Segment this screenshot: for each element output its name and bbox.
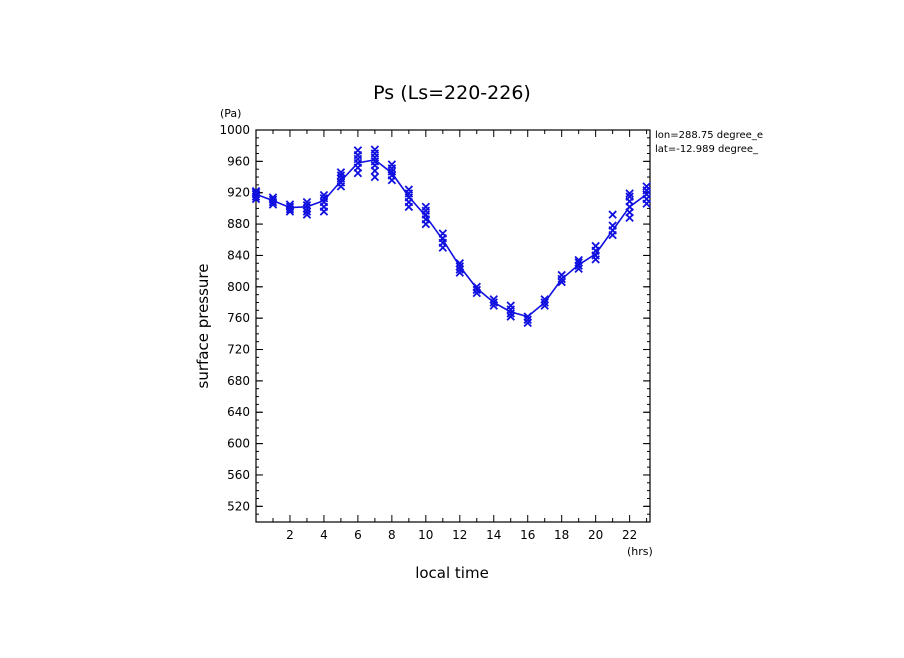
series-line [255, 158, 648, 318]
axes: 520 560 600 640 680 720 760 800 840 880 920 960 1000… [219, 123, 651, 542]
data-point-marker [438, 229, 448, 238]
data-point-marker [523, 315, 532, 324]
y-tick-label: 800 [227, 280, 250, 294]
data-point-marker [557, 277, 566, 287]
data-point-marker [285, 202, 295, 212]
data-point-marker [540, 298, 549, 307]
x-tick-label: 14 [486, 528, 501, 542]
data-point-marker [353, 146, 363, 155]
data-point-marker [574, 255, 583, 265]
data-point-marker [540, 301, 549, 310]
x-tick-label: 4 [320, 528, 328, 542]
data-point-marker [489, 298, 498, 307]
data-point-marker [608, 210, 617, 219]
data-point-marker [455, 262, 465, 271]
data-point-marker [489, 295, 498, 304]
data-point-marker [642, 182, 651, 191]
data-point-marker [625, 189, 634, 198]
data-point-marker [370, 172, 380, 182]
data-point-marker [268, 195, 278, 205]
data-point-marker [387, 167, 397, 176]
data-point-marker [251, 188, 261, 197]
x-tick-label: 18 [554, 528, 569, 542]
data-point-marker [319, 190, 329, 200]
y-tick-label: 560 [227, 468, 250, 482]
data-point-marker [455, 268, 465, 277]
data-point-marker [251, 186, 261, 196]
y-tick-label: 600 [227, 437, 250, 451]
data-point-marker [455, 259, 465, 268]
y-tick-label: 880 [227, 217, 250, 231]
annotation-lon: lon=288.75 degree_e [655, 130, 763, 141]
data-layer [251, 145, 651, 328]
data-point-marker [302, 201, 312, 210]
data-point-marker [370, 145, 380, 154]
x-unit-label: (hrs) [627, 545, 653, 558]
data-point-marker [540, 295, 549, 304]
y-unit-label: (Pa) [220, 107, 241, 120]
data-point-marker [472, 288, 482, 298]
y-tick-label: 720 [227, 343, 250, 357]
data-point-marker [336, 168, 346, 177]
data-point-marker [302, 210, 312, 219]
x-tick-label: 8 [388, 528, 396, 542]
y-tick-label: 840 [227, 248, 250, 262]
annotation-clip [781, 126, 821, 158]
x-tick-label: 12 [452, 528, 467, 542]
x-tick-label: 10 [418, 528, 433, 542]
x-tick-label: 20 [588, 528, 603, 542]
data-point-marker [336, 174, 346, 183]
x-tick-label: 16 [520, 528, 535, 542]
data-point-marker [404, 185, 414, 194]
data-point-marker [523, 318, 532, 328]
data-point-marker [608, 221, 617, 230]
x-tick-label: 2 [286, 528, 294, 542]
data-point-marker [387, 160, 397, 169]
data-point-marker [506, 312, 515, 321]
data-point-marker [251, 190, 261, 199]
data-point-marker [489, 301, 498, 310]
data-point-marker [302, 207, 312, 216]
data-point-marker [472, 282, 482, 292]
data-point-marker [557, 270, 566, 280]
data-point-marker [574, 258, 583, 267]
data-point-marker [455, 265, 465, 274]
y-axis-label: surface pressure [194, 264, 212, 389]
x-tick-label: 6 [354, 528, 362, 542]
data-point-marker [302, 204, 312, 213]
y-tick-label: 920 [227, 186, 250, 200]
y-tick-label: 640 [227, 405, 250, 419]
data-point-marker [319, 193, 329, 203]
data-point-marker [523, 312, 532, 321]
data-point-marker [574, 264, 583, 274]
y-tick-label: 1000 [219, 123, 250, 137]
y-tick-label: 760 [227, 311, 250, 325]
data-point-marker [506, 301, 515, 310]
data-point-marker [285, 200, 295, 209]
annotation-lat: lat=-12.989 degree_ [655, 144, 759, 155]
y-tick-label: 680 [227, 374, 250, 388]
y-tick-label: 960 [227, 154, 250, 168]
x-axis-label: local time [415, 564, 489, 582]
data-point-marker [336, 171, 346, 180]
x-tick-label: 22 [622, 528, 637, 542]
plot-frame [255, 129, 651, 523]
data-point-marker [302, 197, 312, 207]
data-point-marker [625, 192, 634, 201]
data-point-marker [421, 202, 431, 212]
y-tick-label: 520 [227, 499, 250, 513]
data-point-marker [591, 241, 600, 251]
data-point-marker [268, 193, 278, 202]
chart-title: Ps (Ls=220-226) [373, 82, 531, 104]
data-point-marker [472, 285, 482, 295]
